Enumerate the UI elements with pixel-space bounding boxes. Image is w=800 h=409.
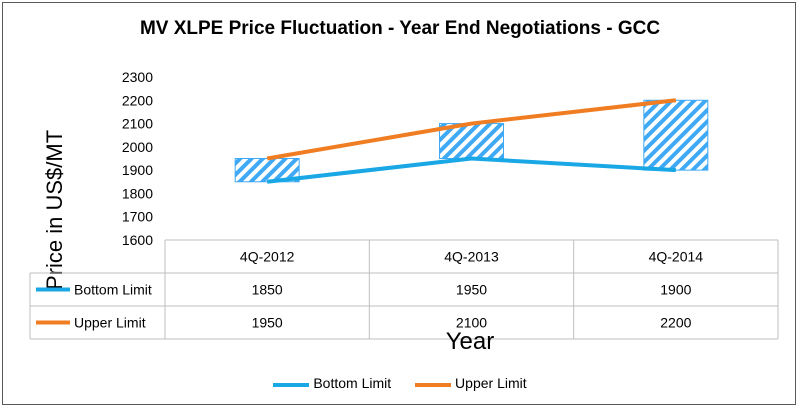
legend-item-upper-limit: Upper Limit — [415, 375, 527, 391]
chart-frame — [2, 2, 796, 405]
legend-swatch-upper — [415, 382, 452, 387]
legend-label-upper: Upper Limit — [455, 375, 527, 392]
series-line-bottom-limit — [266, 156, 676, 184]
chart-title: MV XLPE Price Fluctuation - Year End Neg… — [139, 18, 661, 39]
table-value: 2100 — [456, 315, 487, 331]
y-tick-label: 1800 — [122, 185, 153, 201]
table-value: 1900 — [660, 282, 691, 298]
table-value: 1850 — [252, 282, 283, 298]
legend-item-bottom-limit: Bottom Limit — [273, 375, 391, 391]
y-tick-label: 2300 — [122, 69, 153, 85]
x-category-label: 4Q-2012 — [240, 249, 295, 265]
y-tick-label: 2200 — [122, 92, 153, 108]
y-tick-label: 1700 — [122, 209, 153, 225]
table-row-header: Upper Limit — [74, 315, 146, 331]
series-line-upper-limit — [266, 98, 677, 161]
y-tick-label: 2100 — [122, 116, 153, 132]
table-value: 2200 — [660, 315, 691, 331]
y-tick-label: 1900 — [122, 162, 153, 178]
x-axis-title: Year — [445, 328, 495, 355]
table-value: 1950 — [456, 282, 487, 298]
x-category-label: 4Q-2014 — [649, 249, 704, 265]
y-tick-label: 1600 — [122, 232, 153, 248]
range-box — [643, 99, 709, 171]
table-row-header: Bottom Limit — [74, 282, 152, 298]
legend-label-bottom: Bottom Limit — [313, 375, 392, 392]
table-value: 1950 — [252, 315, 283, 331]
x-category-label: 4Q-2013 — [444, 249, 499, 265]
y-tick-label: 2000 — [122, 139, 153, 155]
legend-swatch-bottom — [273, 382, 310, 387]
legend: Bottom Limit Upper Limit — [0, 374, 800, 391]
